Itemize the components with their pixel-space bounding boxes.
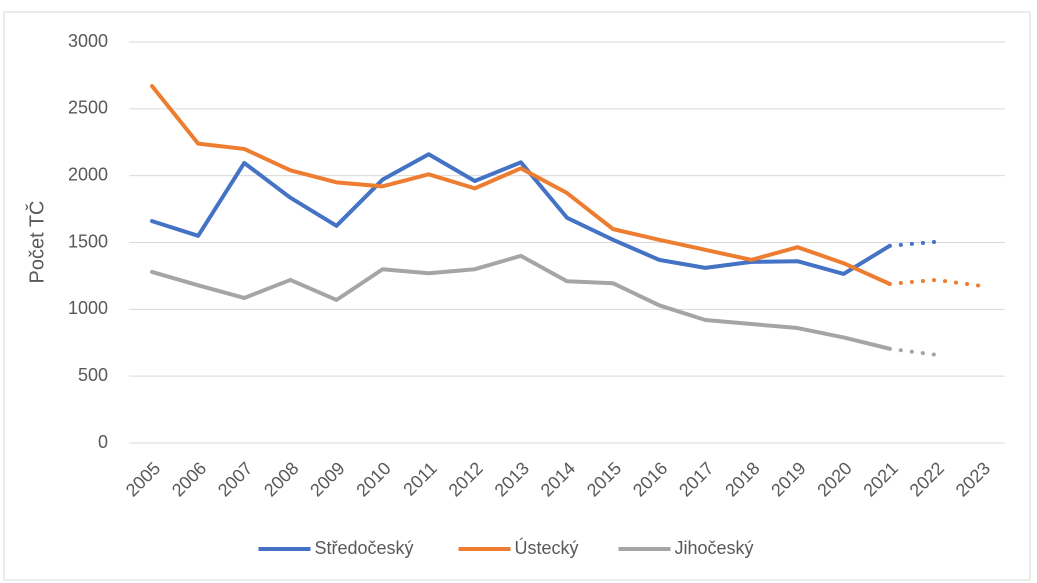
y-axis-label: Počet TČ — [25, 201, 48, 284]
series-line — [150, 253, 892, 351]
y-tick-label: 500 — [78, 365, 108, 385]
y-tick-label: 0 — [98, 432, 108, 452]
series-line — [150, 152, 892, 276]
y-tick-label: 1500 — [68, 231, 108, 251]
chart-border — [3, 11, 1031, 581]
y-tick-label: 3000 — [68, 31, 108, 51]
forecast-line — [887, 277, 984, 288]
legend-label: Středočeský — [315, 538, 414, 558]
y-tick-label: 2500 — [68, 98, 108, 118]
y-tick-label: 2000 — [68, 164, 108, 184]
legend-label: Jihočeský — [675, 538, 754, 558]
forecast-line — [887, 239, 938, 248]
legend-label: Ústecký — [515, 537, 579, 558]
series-line — [150, 84, 892, 286]
y-tick-label: 1000 — [68, 298, 108, 318]
forecast-line — [887, 346, 938, 357]
